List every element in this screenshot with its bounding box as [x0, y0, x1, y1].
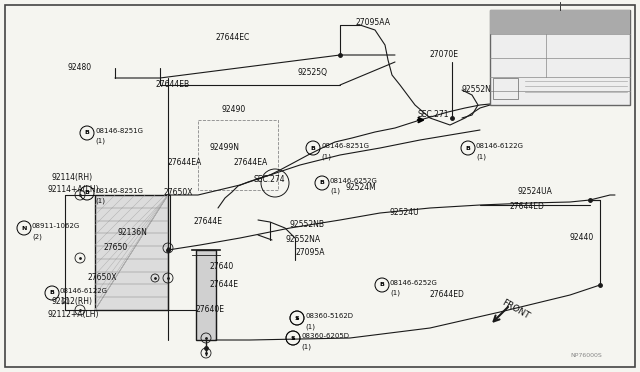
Text: 92490: 92490 [222, 105, 246, 114]
Text: 27644ED: 27644ED [510, 202, 545, 211]
Text: 27640: 27640 [210, 262, 234, 271]
Text: 92552N: 92552N [462, 85, 492, 94]
Text: N: N [21, 225, 27, 231]
Text: 27095A: 27095A [295, 248, 324, 257]
Text: 08360-5162D: 08360-5162D [305, 313, 353, 319]
Text: B: B [310, 145, 316, 151]
Text: B: B [465, 145, 470, 151]
Text: 08146-6122G: 08146-6122G [60, 288, 108, 294]
Text: B: B [84, 190, 90, 196]
Text: S: S [294, 315, 300, 321]
Text: 08146-8251G: 08146-8251G [95, 128, 143, 134]
Text: B: B [49, 291, 54, 295]
Text: (2): (2) [32, 233, 42, 240]
Text: 27650X: 27650X [163, 188, 193, 197]
Text: 92524UA: 92524UA [517, 187, 552, 196]
Bar [198, 120, 278, 190]
Text: 27644E: 27644E [210, 280, 239, 289]
Text: 92552NA: 92552NA [286, 235, 321, 244]
Text: S: S [291, 336, 295, 340]
Text: 27650X: 27650X [88, 273, 118, 282]
Bar [490, 10, 630, 34]
Text: 08146-8251G: 08146-8251G [321, 143, 369, 149]
Text: (1): (1) [321, 153, 331, 160]
Text: 27644EC: 27644EC [215, 33, 249, 42]
Text: 92499N: 92499N [210, 143, 240, 152]
Text: 92525Q: 92525Q [298, 68, 328, 77]
Text: FRONT: FRONT [500, 298, 531, 321]
Text: 08146-8251G: 08146-8251G [95, 188, 143, 194]
Text: 92440: 92440 [570, 233, 595, 242]
Text: 27095AA: 27095AA [355, 18, 390, 27]
Text: 27644EA: 27644EA [234, 158, 268, 167]
Text: 27644ED: 27644ED [430, 290, 465, 299]
Bar [196, 250, 216, 340]
Text: 92552NB: 92552NB [290, 220, 325, 229]
Text: (1): (1) [95, 198, 105, 205]
Text: (1): (1) [301, 343, 311, 350]
Text: B: B [84, 131, 90, 135]
Text: SEC.271: SEC.271 [418, 110, 449, 119]
Text: (1): (1) [305, 323, 315, 330]
Text: B: B [319, 180, 324, 186]
Text: 92114(RH): 92114(RH) [52, 173, 93, 182]
Text: 92524U: 92524U [390, 208, 420, 217]
Text: 27640E: 27640E [196, 305, 225, 314]
Text: 92112+A(LH): 92112+A(LH) [47, 310, 99, 319]
Text: 27650: 27650 [103, 243, 127, 252]
Text: 27070E: 27070E [430, 50, 459, 59]
Text: 92114+A(LH): 92114+A(LH) [47, 185, 99, 194]
Text: SEC.274: SEC.274 [253, 175, 285, 184]
Text: 08146-6122G: 08146-6122G [476, 143, 524, 149]
Text: NP76000S: NP76000S [570, 353, 602, 358]
Text: 92136N: 92136N [117, 228, 147, 237]
Text: (2): (2) [60, 298, 70, 305]
Text: 27644EA: 27644EA [167, 158, 201, 167]
Text: 27644E: 27644E [193, 217, 222, 226]
Text: (1): (1) [390, 290, 400, 296]
Text: 08360-6205D: 08360-6205D [301, 333, 349, 339]
Text: B: B [380, 282, 385, 288]
Text: 27644EB: 27644EB [155, 80, 189, 89]
Text: 92112(RH): 92112(RH) [52, 297, 93, 306]
Text: (1): (1) [330, 188, 340, 195]
Bar [490, 10, 630, 105]
Bar [95, 195, 168, 310]
Bar [493, 78, 518, 99]
Text: 08146-6252G: 08146-6252G [330, 178, 378, 184]
Text: 08911-1062G: 08911-1062G [32, 223, 80, 229]
Text: (1): (1) [476, 153, 486, 160]
Text: 92524M: 92524M [346, 183, 377, 192]
Text: (1): (1) [95, 138, 105, 144]
Text: 92480: 92480 [68, 63, 92, 72]
Text: 08146-6252G: 08146-6252G [390, 280, 438, 286]
